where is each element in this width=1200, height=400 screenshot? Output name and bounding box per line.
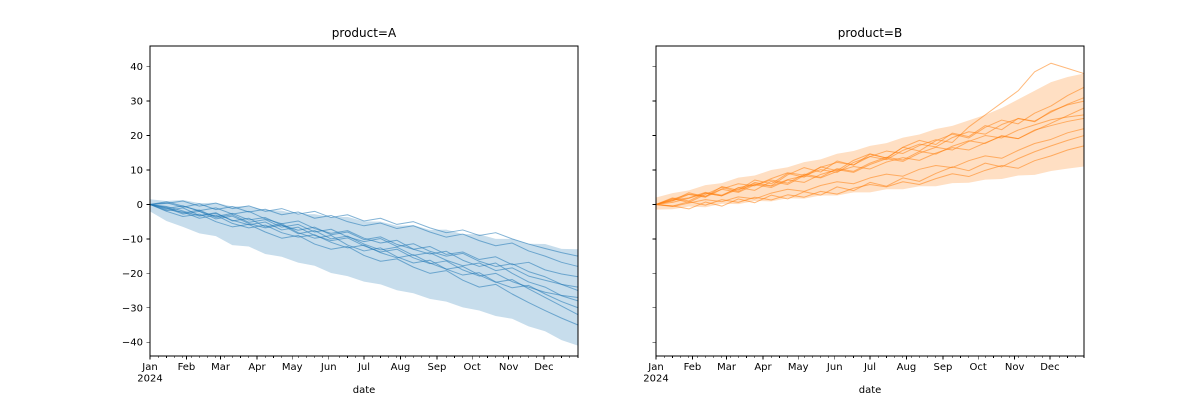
y-tick-label: −20 [122,269,143,280]
series-line-walk-7 [655,117,1085,205]
y-tick-label: 40 [130,62,143,73]
x-tick-label: Mar [717,362,737,373]
series-line-walk-10 [149,203,579,298]
series-line-walk-3 [149,201,579,302]
x-tick-label: May [282,362,303,373]
x-tick-label: Nov [1005,362,1025,373]
y-tick-label: −30 [122,303,143,314]
y-tick-label: −40 [122,338,143,349]
x-tick-sublabel: 2024 [643,374,668,385]
x-tick-sublabel: 2024 [137,374,162,385]
x-tick-label: Apr [248,362,266,373]
x-tick-label: Sep [933,362,952,373]
x-tick-label: Oct [970,362,987,373]
y-tick-label: 10 [130,166,143,177]
plot-title-a: product=A [331,26,397,40]
subplot-product-b: Jan 2024 Feb Mar Apr May Jun Jul Aug Sep Oct Nov Dec… [601,0,1099,400]
x-tick-label: Aug [391,362,411,373]
y-tick-label: 0 [137,200,143,211]
y-tick-label: 30 [130,97,143,108]
x-tick-label: Nov [499,362,519,373]
x-tick-label: Dec [1040,362,1059,373]
plot-title-b: product=B [837,26,903,40]
x-axis-label-b: date [858,385,882,396]
series-line-walk-2 [149,203,579,292]
series-line-walk-8 [655,135,1085,210]
x-tick-label: Apr [754,362,772,373]
x-tick-label: Jan [141,362,157,373]
x-tick-label: May [788,362,809,373]
x-tick-label: Aug [897,362,917,373]
series-line-walk-6 [149,202,579,267]
y-tick-label: −10 [122,234,143,245]
x-axis-label-a: date [352,385,376,396]
series-line-walk-5 [655,145,1085,207]
subplot-product-a: −40 −30 −20 −10 0 10 20 30 40 Jan 2024 Feb Mar Apr May… [95,0,593,400]
x-tick-label: Mar [211,362,231,373]
x-tick-label: Jun [320,362,337,373]
x-tick-label: Dec [534,362,553,373]
x-tick-label: Jul [357,362,370,373]
series-line-walk-9 [149,200,579,257]
x-tick-label: Jul [863,362,876,373]
x-tick-label: Feb [178,362,196,373]
y-tick-label: 20 [130,131,143,142]
uncertainty-band [150,199,578,346]
series-line-walk-10 [655,114,1085,205]
x-tick-label: Jun [826,362,843,373]
uncertainty-band [656,73,1084,210]
x-tick-label: Jan [647,362,663,373]
series-line-walk-9 [655,97,1085,205]
x-tick-label: Oct [464,362,481,373]
x-tick-label: Sep [427,362,446,373]
series-line-walk-7 [149,203,579,288]
series-line-walk-5 [149,203,579,326]
series-line-walk-4 [655,100,1085,205]
x-tick-label: Feb [684,362,702,373]
